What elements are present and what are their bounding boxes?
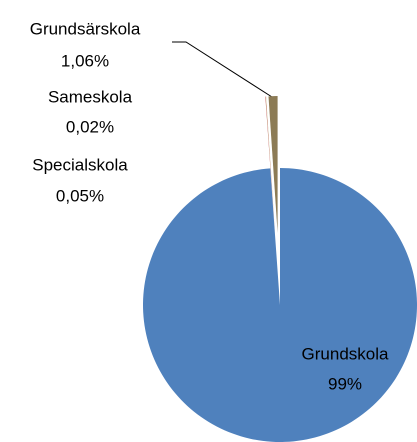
pie-slice	[268, 96, 278, 234]
slice-label: Grundsärskola	[30, 19, 141, 38]
slice-label: Sameskola	[48, 87, 133, 106]
leader-line	[172, 41, 273, 98]
pie-slice	[143, 168, 417, 442]
slice-label: Grundskola	[302, 344, 389, 363]
slice-value-label: 99%	[328, 374, 362, 393]
slice-value-label: 0,05%	[56, 186, 104, 205]
slice-value-label: 0,02%	[66, 117, 114, 136]
slice-value-label: 1,06%	[61, 51, 109, 70]
slice-label: Specialskola	[32, 155, 128, 174]
pie-slice	[265, 96, 276, 234]
pie-slice	[265, 96, 276, 234]
